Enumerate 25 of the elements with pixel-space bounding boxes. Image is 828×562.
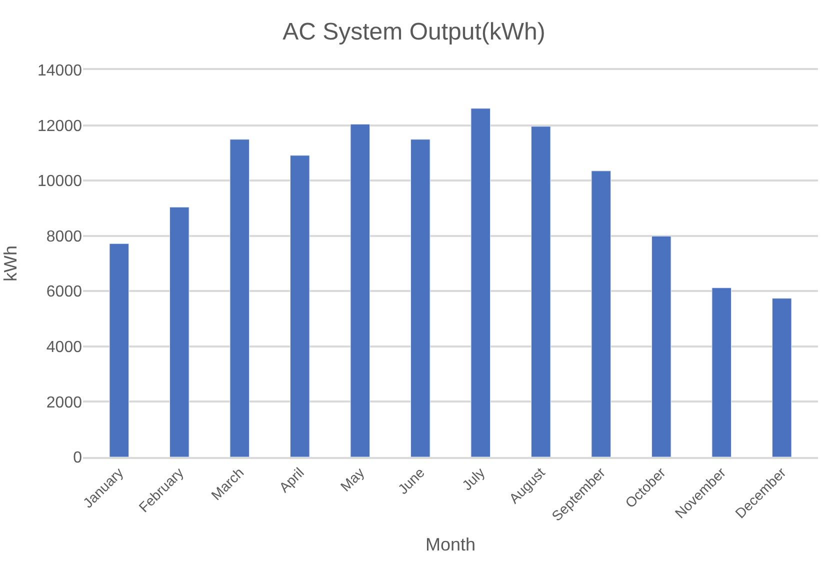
bar <box>712 288 732 457</box>
bar <box>350 124 370 457</box>
y-tick-label: 4000 <box>46 339 82 356</box>
x-axis-title: Month <box>425 534 476 555</box>
bar <box>591 170 611 457</box>
y-tick-label: 14000 <box>38 62 82 80</box>
bar <box>651 236 672 457</box>
x-tick-label: July <box>458 464 488 494</box>
bar <box>170 206 190 457</box>
y-tick-label: 2000 <box>46 394 82 412</box>
y-tick-label: 12000 <box>38 118 82 135</box>
y-tick-label: 8000 <box>46 228 82 246</box>
y-tick-label: 0 <box>73 450 82 467</box>
bar <box>290 155 310 457</box>
bar <box>230 139 250 457</box>
chart-title: AC System Output(kWh) <box>282 18 546 46</box>
x-tick-label: May <box>337 464 368 494</box>
bar <box>470 108 491 457</box>
y-tick-label: 10000 <box>38 173 82 190</box>
y-axis-title: kWh <box>0 246 21 282</box>
bar <box>772 298 792 457</box>
bar <box>109 243 130 457</box>
bar <box>410 139 430 457</box>
y-tick-label: 6000 <box>46 284 82 301</box>
bar <box>530 126 551 457</box>
